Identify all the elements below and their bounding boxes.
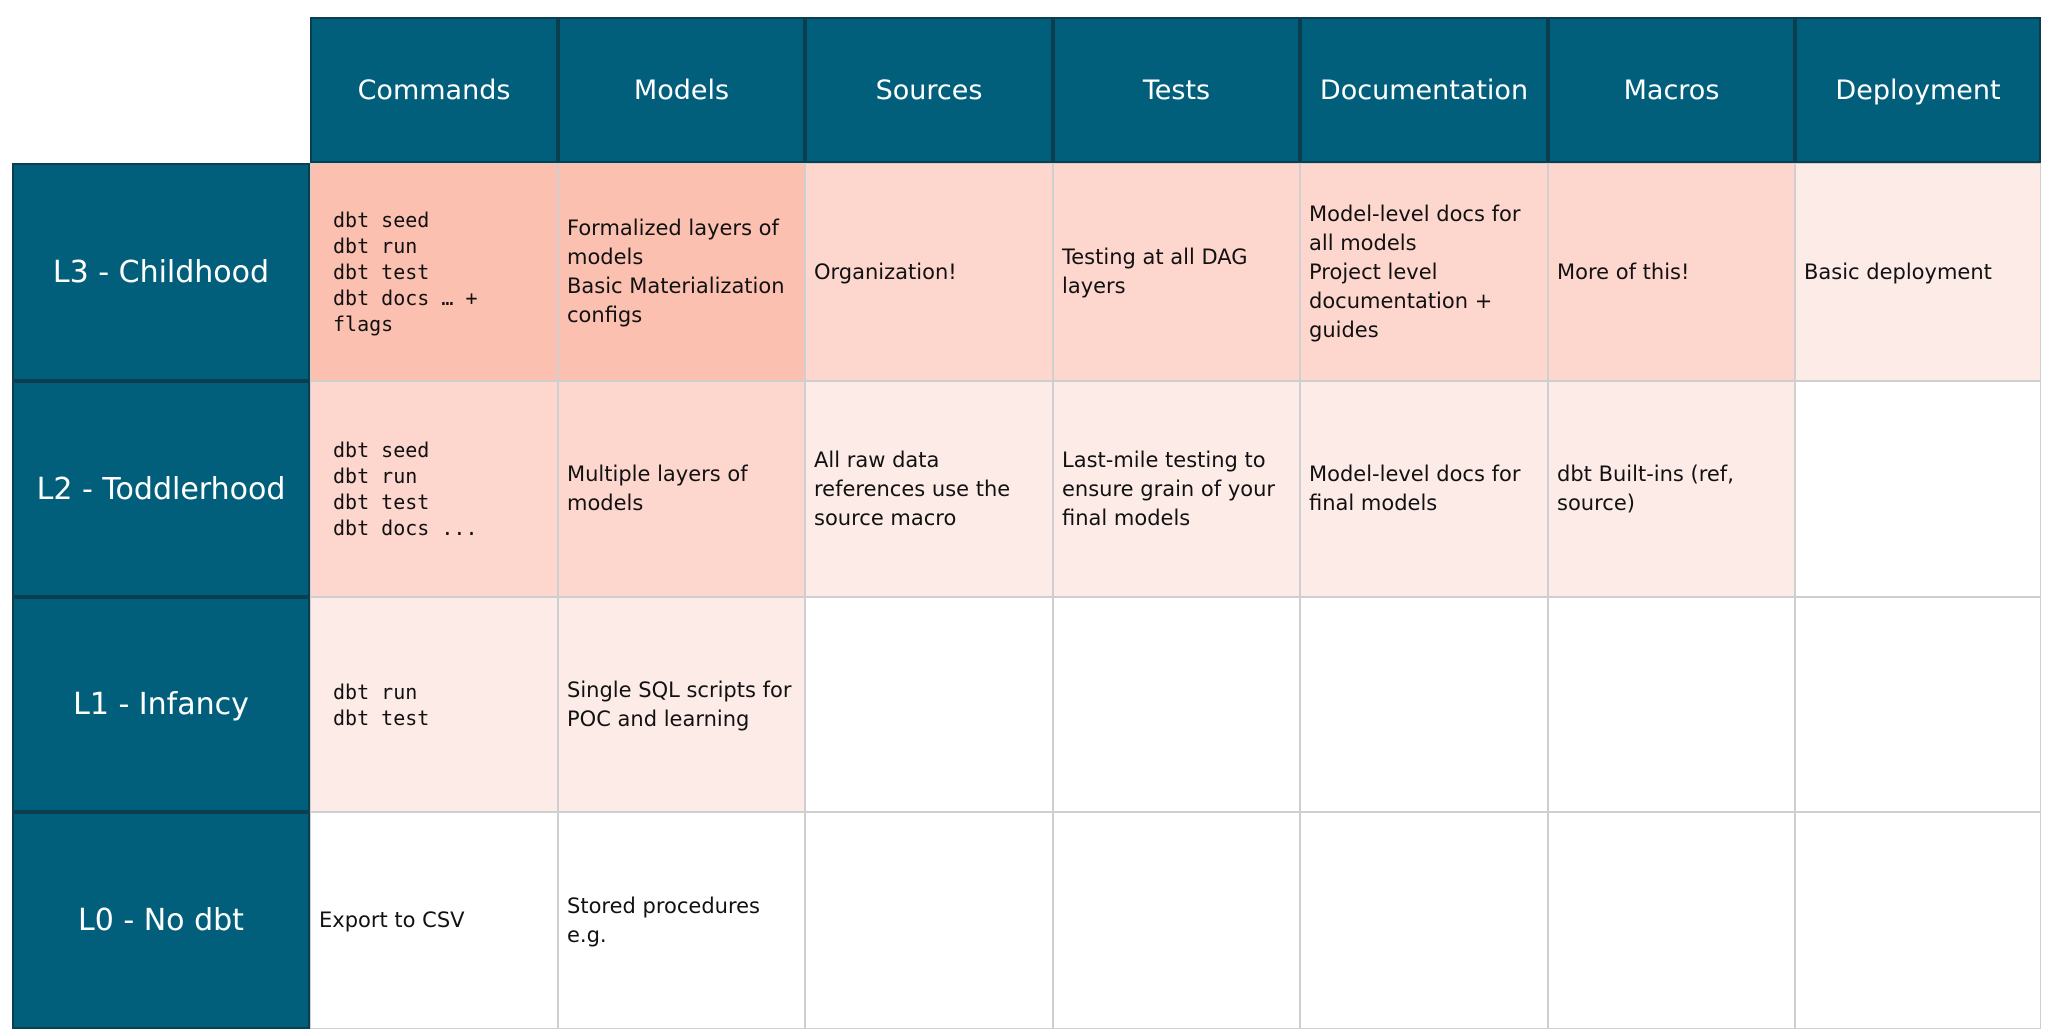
cell-text: L2 - Toddlerhood — [36, 471, 286, 507]
table-cell: dbt Built-ins (ref, source) — [1548, 381, 1795, 597]
table-cell: dbt run dbt test — [310, 597, 558, 812]
cell-text: Commands — [357, 74, 511, 106]
table-cell: Organization! — [805, 163, 1053, 381]
column-header: Macros — [1548, 17, 1795, 163]
table-cell — [1548, 597, 1795, 812]
cell-text: dbt Built-ins (ref, source) — [1557, 462, 1734, 515]
cell-text: Documentation — [1319, 74, 1529, 106]
cell-text: All raw data references use the source m… — [814, 447, 1011, 530]
table-cell — [1548, 812, 1795, 1029]
table-cell — [1795, 381, 2041, 597]
table-cell — [1795, 812, 2041, 1029]
cell-text: Stored procedures e.g. — [567, 893, 760, 947]
cell-text: Export to CSV — [319, 908, 465, 932]
cell-text: Deployment — [1835, 74, 2001, 106]
cell-text: Multiple layers of models — [567, 462, 748, 515]
table-cell: Multiple layers of models — [558, 381, 805, 597]
table-cell: Formalized layers of models Basic Materi… — [558, 163, 805, 381]
cell-text: Models — [633, 74, 730, 106]
table-cell — [1795, 597, 2041, 812]
cell-text: Basic deployment — [1804, 259, 1992, 284]
column-header: Documentation — [1300, 17, 1548, 163]
cell-text: L1 - Infancy — [73, 687, 249, 722]
cell-text: More of this! — [1557, 259, 1690, 284]
cell-text: Model-level docs for all models Project … — [1309, 201, 1521, 342]
cell-text: L3 - Childhood — [52, 254, 270, 290]
cell-text: Formalized layers of models Basic Materi… — [567, 216, 785, 327]
table-cell: Export to CSV — [310, 812, 558, 1029]
cell-text: Testing at all DAG layers — [1062, 245, 1248, 298]
table-cell: dbt seed dbt run dbt test dbt docs … + f… — [310, 163, 558, 381]
table-cell: Model-level docs for final models — [1300, 381, 1548, 597]
column-header: Tests — [1053, 17, 1300, 163]
cell-text: Macros — [1623, 74, 1720, 106]
column-header: Commands — [310, 17, 558, 163]
row-header: L0 - No dbt — [12, 812, 310, 1029]
table-cell: Last-mile testing to ensure grain of you… — [1053, 381, 1300, 597]
column-header: Models — [558, 17, 805, 163]
cell-text: Last-mile testing to ensure grain of you… — [1062, 447, 1276, 530]
table-cell — [1300, 812, 1548, 1029]
cell-text: dbt seed dbt run dbt test dbt docs … + f… — [333, 208, 478, 336]
table-cell: Single SQL scripts for POC and learning — [558, 597, 805, 812]
table-cell: Basic deployment — [1795, 163, 2041, 381]
table-cell: All raw data references use the source m… — [805, 381, 1053, 597]
cell-text: L0 - No dbt — [78, 903, 244, 938]
cell-text: dbt run dbt test — [333, 679, 430, 730]
table-cell — [1300, 597, 1548, 812]
table-cell: Model-level docs for all models Project … — [1300, 163, 1548, 381]
table-cell: dbt seed dbt run dbt test dbt docs ... — [310, 381, 558, 597]
column-header: Deployment — [1795, 17, 2041, 163]
table-cell — [1053, 597, 1300, 812]
table-cell — [805, 812, 1053, 1029]
cell-text: dbt seed dbt run dbt test dbt docs ... — [333, 438, 478, 540]
cell-text: Tests — [1142, 74, 1211, 106]
cell-text: Sources — [875, 74, 983, 106]
table-cell — [1053, 812, 1300, 1029]
column-header: Sources — [805, 17, 1053, 163]
row-header: L1 - Infancy — [12, 597, 310, 812]
cell-text: Model-level docs for final models — [1309, 462, 1521, 515]
cell-text: Organization! — [814, 259, 957, 284]
row-header: L2 - Toddlerhood — [12, 381, 310, 597]
cell-text: Single SQL scripts for POC and learning — [567, 677, 792, 731]
table-cell: Testing at all DAG layers — [1053, 163, 1300, 381]
table-cell: More of this! — [1548, 163, 1795, 381]
table-cell — [805, 597, 1053, 812]
row-header: L3 - Childhood — [12, 163, 310, 381]
table-cell: Stored procedures e.g. — [558, 812, 805, 1029]
